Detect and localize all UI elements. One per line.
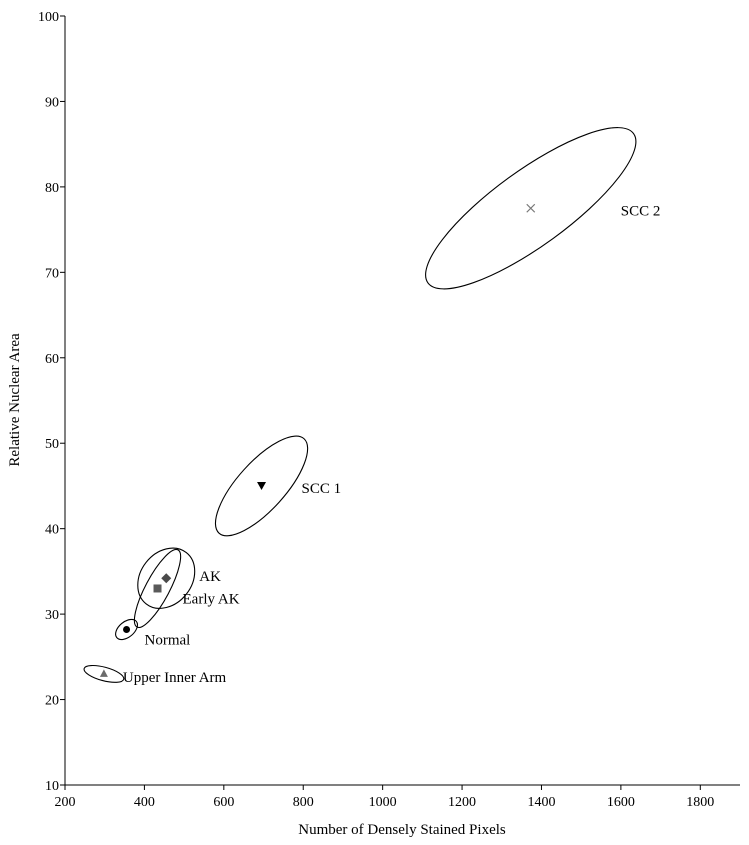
x-tick-label: 600 — [213, 795, 234, 810]
scc-1-marker — [257, 481, 267, 490]
upper-inner-arm-label: Upper Inner Arm — [123, 670, 227, 686]
normal-label: Normal — [145, 632, 191, 648]
y-axis-label: Relative Nuclear Area — [7, 333, 23, 467]
x-tick-label: 1400 — [527, 795, 555, 810]
y-tick-label: 100 — [38, 10, 59, 25]
x-tick-label: 200 — [55, 795, 76, 810]
y-tick-label: 80 — [45, 181, 59, 196]
scc-2-label: SCC 2 — [621, 203, 661, 219]
early-ak-label: Early AK — [183, 591, 240, 607]
y-tick-label: 30 — [45, 608, 59, 623]
y-tick-label: 40 — [45, 523, 59, 538]
scc-2-ellipse — [425, 127, 637, 290]
x-tick-label: 1000 — [369, 795, 397, 810]
data-markers — [99, 203, 536, 677]
ak-label: AK — [199, 569, 221, 585]
y-tick-label: 10 — [45, 779, 59, 794]
scc-2-marker — [526, 203, 536, 213]
y-tick-label: 90 — [45, 95, 59, 110]
x-tick-label: 1800 — [686, 795, 714, 810]
ak-marker — [161, 573, 172, 584]
early-ak-ellipse — [133, 548, 182, 628]
x-tick-label: 1200 — [448, 795, 476, 810]
group-labels: Upper Inner Arm Normal Early AK AK SCC 1 SCC … — [123, 203, 660, 686]
x-tick-label: 400 — [134, 795, 155, 810]
upper-inner-arm-marker — [99, 669, 108, 677]
y-tick-label: 60 — [45, 352, 59, 367]
y-tick-label: 70 — [45, 266, 59, 281]
normal-ellipse — [115, 618, 139, 641]
confidence-ellipses — [83, 127, 637, 683]
axes: 10 20 30 40 50 60 70 80 90 100 200 400 600 800 1000 120… — [38, 10, 740, 810]
y-tick-label: 50 — [45, 437, 59, 452]
x-tick-label: 800 — [293, 795, 314, 810]
x-axis-label: Number of Densely Stained Pixels — [298, 822, 506, 838]
ak-ellipse — [137, 547, 196, 609]
scc-1-label: SCC 1 — [302, 481, 342, 497]
upper-inner-arm-ellipse — [83, 664, 125, 683]
x-tick-label: 1600 — [607, 795, 635, 810]
early-ak-marker — [153, 584, 162, 593]
y-tick-label: 20 — [45, 694, 59, 709]
scc-1-ellipse — [214, 435, 309, 537]
normal-marker — [123, 625, 131, 633]
